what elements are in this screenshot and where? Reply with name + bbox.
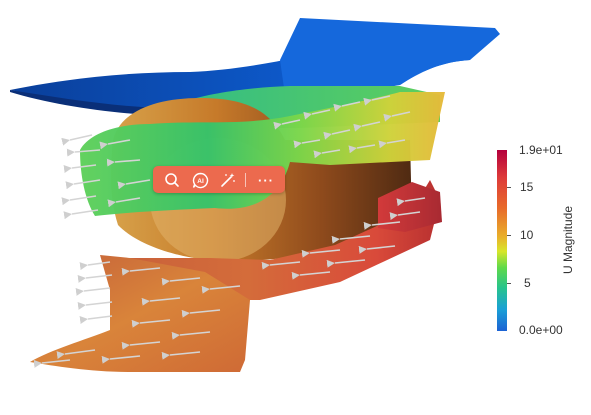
ai-button[interactable]: AI	[190, 170, 210, 190]
legend-max-label: 1.9e+01	[519, 143, 563, 157]
legend-tick-label-15: 15	[520, 180, 534, 194]
velocity-vectors	[33, 95, 426, 368]
bottom-plate	[30, 255, 250, 372]
ai-label: AI	[197, 178, 204, 185]
more-dots-icon: ···	[258, 172, 274, 188]
more-button[interactable]: ···	[256, 170, 276, 190]
legend-tick-label-10: 10	[520, 228, 534, 242]
magnifier-icon	[165, 173, 179, 187]
magic-button[interactable]	[218, 170, 238, 190]
legend-tick-10	[507, 235, 511, 236]
ai-chat-icon: AI	[192, 172, 208, 188]
top-plate-right	[280, 18, 500, 95]
floating-toolbar: AI ···	[153, 166, 285, 193]
toolbar-divider	[245, 173, 246, 187]
lower-wall	[120, 180, 440, 300]
color-legend-bar	[497, 150, 507, 331]
legend-tick-5	[507, 283, 511, 284]
legend-tick-label-5: 5	[524, 276, 531, 290]
search-button[interactable]	[162, 170, 182, 190]
magic-wand-icon	[221, 173, 235, 187]
legend-title: U Magnitude	[561, 205, 575, 275]
legend-min-label: 0.0e+00	[519, 323, 563, 337]
legend-tick-15	[507, 187, 511, 188]
